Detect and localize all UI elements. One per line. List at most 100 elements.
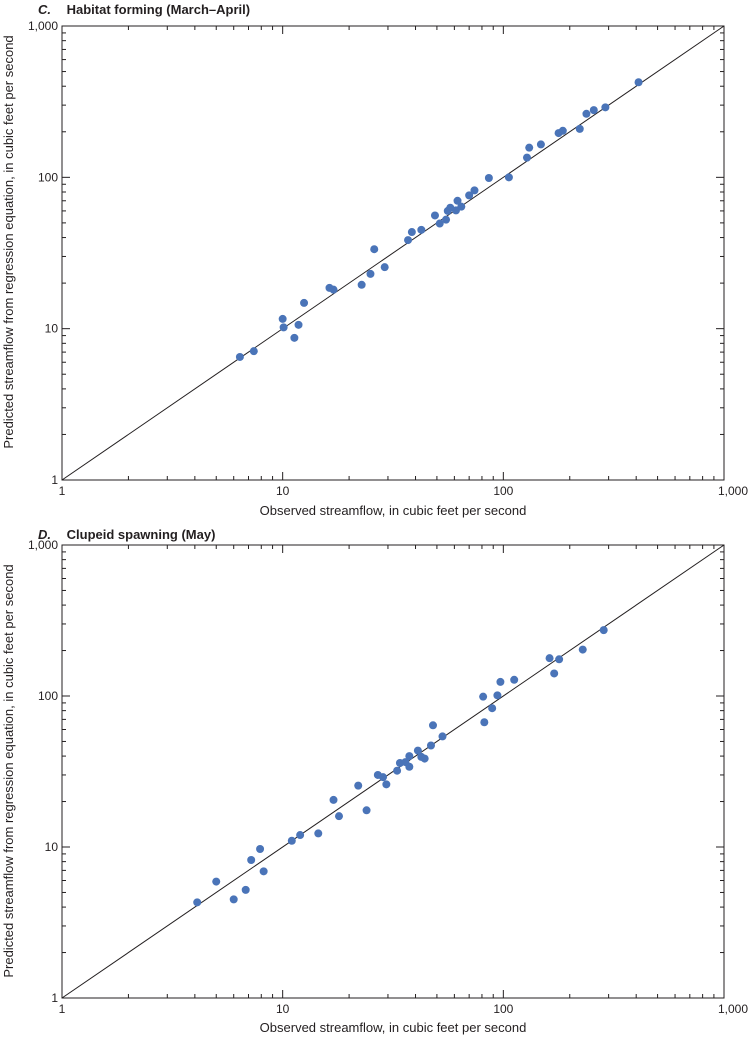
data-point — [599, 626, 608, 635]
plot-area: 1 10 100 1,000 1 10 100 1,000 — [28, 19, 748, 498]
data-point — [334, 812, 343, 821]
data-point — [555, 655, 564, 664]
data-point — [241, 885, 250, 894]
data-point — [417, 225, 426, 234]
data-point — [589, 106, 598, 115]
data-point — [430, 211, 439, 220]
data-point — [366, 269, 375, 278]
data-point — [457, 202, 466, 211]
data-point — [235, 352, 244, 361]
chart-panel-d: D. Clupeid spawning (May) Predicted stre… — [1, 527, 748, 1035]
data-point — [453, 196, 462, 205]
data-point — [259, 867, 268, 876]
svg-text:C. Habitat forming (Marc: C. Habitat forming (March–April) — [38, 2, 250, 17]
data-point — [296, 831, 305, 840]
data-point — [465, 191, 474, 200]
data-point — [442, 215, 451, 224]
svg-text:D. Clupeid spawning (May: D. Clupeid spawning (May) — [38, 527, 215, 542]
data-point — [256, 844, 265, 853]
y-tick-label: 100 — [38, 689, 58, 703]
data-point — [488, 704, 497, 713]
data-point — [212, 877, 221, 886]
data-point — [575, 124, 584, 133]
data-point — [504, 173, 513, 182]
data-point — [382, 780, 391, 789]
x-tick-label: 1,000 — [718, 484, 748, 498]
data-point — [278, 314, 287, 323]
y-tick-label: 10 — [45, 840, 59, 854]
x-tick-label: 10 — [276, 484, 290, 498]
data-point — [393, 766, 402, 775]
data-point — [435, 219, 444, 228]
data-point — [290, 333, 299, 342]
data-point — [601, 103, 610, 112]
data-point — [279, 323, 288, 332]
data-point — [362, 806, 371, 815]
data-point — [370, 245, 379, 254]
x-tick-label: 1,000 — [718, 1002, 748, 1016]
x-axis-label: Observed streamflow, in cubic feet per s… — [260, 1020, 527, 1035]
data-point — [634, 78, 643, 87]
data-point — [407, 228, 416, 237]
panel-letter: C. — [38, 2, 51, 17]
y-tick-label: 10 — [45, 322, 59, 336]
one-to-one-line — [61, 544, 725, 999]
data-point — [247, 856, 256, 865]
data-point — [510, 675, 519, 684]
data-point — [354, 781, 363, 790]
panel-letter: D. — [38, 527, 51, 542]
data-point — [525, 143, 534, 152]
data-point — [550, 669, 559, 678]
chart-title: Clupeid spawning (May) — [67, 527, 216, 542]
data-point — [420, 754, 429, 763]
x-tick-label: 1 — [59, 484, 66, 498]
data-point — [329, 285, 338, 294]
one-to-one-line — [61, 25, 725, 481]
data-point — [545, 654, 554, 663]
y-tick-label: 100 — [38, 170, 58, 184]
data-point — [496, 677, 505, 686]
data-point — [428, 721, 437, 730]
x-tick-label: 1 — [59, 1002, 66, 1016]
y-axis-label: Predicted streamflow from regression equ… — [1, 564, 16, 977]
data-point — [405, 752, 414, 761]
data-point — [493, 691, 502, 700]
data-point — [380, 263, 389, 272]
data-point — [582, 109, 591, 118]
data-point — [300, 298, 309, 307]
data-point — [470, 186, 479, 195]
data-point — [294, 320, 303, 329]
data-point — [314, 829, 323, 838]
data-point — [536, 140, 545, 149]
data-point — [329, 795, 338, 804]
data-point — [193, 898, 202, 907]
data-point — [578, 645, 587, 654]
chart-panel-c: C. Habitat forming (March–April) Predict… — [1, 2, 748, 518]
data-point — [426, 741, 435, 750]
data-point — [479, 692, 488, 701]
x-tick-label: 100 — [493, 484, 513, 498]
y-tick-label: 1 — [51, 473, 58, 487]
data-point — [413, 746, 422, 755]
y-axis-label: Predicted streamflow from regression equ… — [1, 35, 16, 448]
data-point — [438, 732, 447, 741]
x-tick-label: 100 — [493, 1002, 513, 1016]
plot-frame — [61, 25, 725, 481]
data-point — [357, 280, 366, 289]
y-tick-label: 1 — [51, 991, 58, 1005]
data-point — [480, 718, 489, 727]
plot-area: 1 10 100 1,000 1 10 100 1,000 — [28, 538, 748, 1016]
data-point — [522, 153, 531, 162]
data-point — [558, 126, 567, 135]
data-point — [379, 773, 388, 782]
data-point — [249, 347, 258, 356]
y-tick-label: 1,000 — [28, 19, 58, 33]
data-point — [484, 173, 493, 182]
data-point — [287, 836, 296, 845]
x-axis-label: Observed streamflow, in cubic feet per s… — [260, 503, 527, 518]
x-tick-label: 10 — [276, 1002, 290, 1016]
data-point — [229, 895, 238, 904]
chart-title: Habitat forming (March–April) — [67, 2, 250, 17]
plot-frame — [61, 544, 725, 999]
